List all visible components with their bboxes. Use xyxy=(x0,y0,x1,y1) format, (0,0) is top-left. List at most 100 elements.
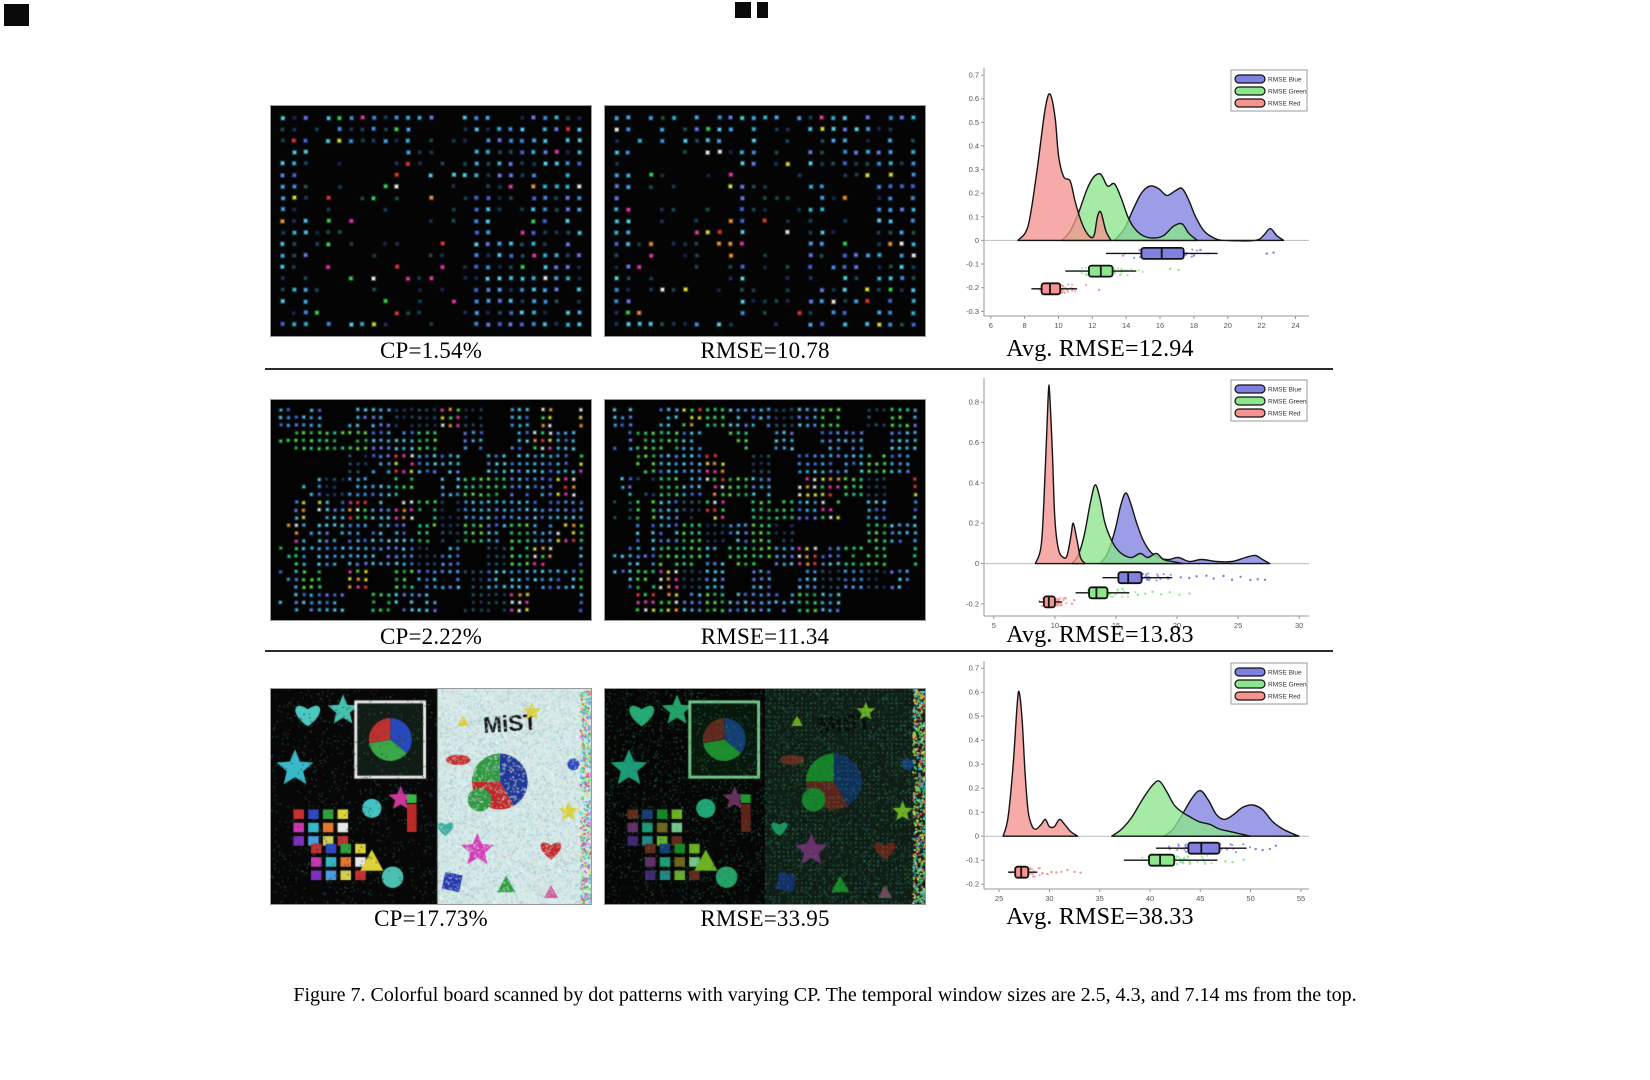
svg-text:55: 55 xyxy=(1297,894,1305,903)
svg-text:RMSE Red: RMSE Red xyxy=(1268,411,1301,418)
svg-text:0.2: 0.2 xyxy=(969,189,979,198)
svg-text:0.1: 0.1 xyxy=(969,808,979,817)
svg-text:-0.1: -0.1 xyxy=(966,260,979,269)
svg-text:0.5: 0.5 xyxy=(969,712,979,721)
avg-rmse-label-row2: Avg. RMSE=13.83 xyxy=(1006,622,1194,648)
dot-pattern-canvas xyxy=(271,106,591,336)
svg-text:22: 22 xyxy=(1257,321,1265,330)
raincloud-chart-row3: 0.7 0.6 0.5 0.4 0.3 0.2 0.1 0 -0.1 -0.2 25 30 35 40 45… xyxy=(950,655,1315,907)
crop-artifact xyxy=(757,2,768,18)
density-rmse-red xyxy=(1017,93,1112,242)
scan-image-row2-middle xyxy=(604,399,926,621)
row-separator xyxy=(265,368,1333,370)
board-canvas xyxy=(605,689,925,904)
board-photo-row3-middle xyxy=(604,688,926,905)
svg-text:RMSE Green: RMSE Green xyxy=(1268,89,1307,96)
board-canvas xyxy=(271,689,591,904)
svg-text:12: 12 xyxy=(1088,321,1096,330)
svg-text:RMSE Green: RMSE Green xyxy=(1268,682,1307,689)
svg-text:16: 16 xyxy=(1156,321,1164,330)
rmse-label-row1: RMSE=10.78 xyxy=(700,338,830,363)
svg-text:0.3: 0.3 xyxy=(969,760,979,769)
svg-text:35: 35 xyxy=(1096,894,1104,903)
density-rmse-red xyxy=(1002,690,1079,837)
dot-pattern-canvas xyxy=(605,400,925,620)
avg-rmse-label-row3: Avg. RMSE=38.33 xyxy=(1006,904,1194,930)
svg-text:20: 20 xyxy=(1224,321,1232,330)
svg-text:0.1: 0.1 xyxy=(969,212,979,221)
svg-text:14: 14 xyxy=(1122,321,1130,330)
boxplot-rmse-blue xyxy=(1102,571,1267,585)
raincloud-chart-row1: 0.7 0.6 0.5 0.4 0.3 0.2 0.1 0 -0.1 -0.2 -0.3 6 8 10 12… xyxy=(950,62,1315,334)
cp-label-row3: CP=17.73% xyxy=(374,906,488,931)
boxplot-rmse-red xyxy=(1038,595,1076,609)
density-rmse-green xyxy=(1111,780,1252,837)
svg-text:RMSE Red: RMSE Red xyxy=(1268,101,1301,108)
boxplot-rmse-blue xyxy=(1156,841,1277,855)
scan-image-row1-left xyxy=(270,105,592,337)
legend: RMSE Blue RMSE Green RMSE Red xyxy=(1230,69,1308,112)
svg-text:RMSE Blue: RMSE Blue xyxy=(1268,77,1302,84)
svg-text:-0.2: -0.2 xyxy=(966,880,979,889)
scan-image-row2-left xyxy=(270,399,592,621)
svg-text:0.8: 0.8 xyxy=(969,398,979,407)
svg-text:24: 24 xyxy=(1291,321,1299,330)
svg-text:0.4: 0.4 xyxy=(969,141,979,150)
svg-text:RMSE Blue: RMSE Blue xyxy=(1268,670,1302,677)
density-rmse-green xyxy=(1071,484,1184,565)
crop-artifact xyxy=(4,4,29,26)
boxplot-rmse-red xyxy=(1008,865,1082,879)
svg-text:6: 6 xyxy=(989,321,993,330)
svg-text:0.5: 0.5 xyxy=(969,118,979,127)
svg-text:50: 50 xyxy=(1246,894,1254,903)
svg-text:40: 40 xyxy=(1146,894,1154,903)
boxplot-rmse-green xyxy=(1075,586,1191,600)
svg-text:-0.2: -0.2 xyxy=(966,599,979,608)
svg-text:0: 0 xyxy=(975,236,979,245)
svg-text:30: 30 xyxy=(1295,621,1303,630)
svg-text:30: 30 xyxy=(1045,894,1053,903)
svg-text:RMSE Blue: RMSE Blue xyxy=(1268,387,1302,394)
svg-text:45: 45 xyxy=(1196,894,1204,903)
svg-text:RMSE Green: RMSE Green xyxy=(1268,399,1307,406)
density-rmse-red xyxy=(1034,384,1087,565)
cp-label-row2: CP=2.22% xyxy=(379,624,483,649)
boxplot-rmse-blue xyxy=(1105,246,1275,260)
board-photo-row3-left xyxy=(270,688,592,905)
row-separator xyxy=(265,650,1333,652)
svg-text:18: 18 xyxy=(1190,321,1198,330)
svg-text:0.6: 0.6 xyxy=(969,94,979,103)
density-rmse-blue xyxy=(1099,492,1271,565)
scan-image-row1-middle xyxy=(604,105,926,337)
rmse-label-row3: RMSE=33.95 xyxy=(700,906,830,931)
svg-text:-0.3: -0.3 xyxy=(966,307,979,316)
svg-text:0: 0 xyxy=(975,832,979,841)
svg-text:-0.2: -0.2 xyxy=(966,283,979,292)
boxplot-rmse-green xyxy=(1065,264,1180,278)
cp-label-row1: CP=1.54% xyxy=(379,338,483,363)
svg-text:8: 8 xyxy=(1023,321,1027,330)
svg-text:0.2: 0.2 xyxy=(969,784,979,793)
svg-text:0.4: 0.4 xyxy=(969,478,979,487)
boxplot-rmse-red xyxy=(1031,282,1101,296)
figure-caption: Figure 7. Colorful board scanned by dot … xyxy=(293,984,1357,1006)
svg-text:15: 15 xyxy=(1112,621,1120,630)
boxplot-rmse-green xyxy=(1123,853,1245,867)
dot-pattern-canvas xyxy=(605,106,925,336)
svg-text:-0.1: -0.1 xyxy=(966,856,979,865)
svg-text:0.6: 0.6 xyxy=(969,438,979,447)
svg-text:0.4: 0.4 xyxy=(969,736,979,745)
svg-text:0.2: 0.2 xyxy=(969,519,979,528)
svg-text:20: 20 xyxy=(1173,621,1181,630)
density-rmse-blue xyxy=(1113,185,1285,242)
svg-text:25: 25 xyxy=(995,894,1003,903)
svg-text:0.7: 0.7 xyxy=(969,664,979,673)
svg-text:0.6: 0.6 xyxy=(969,688,979,697)
svg-text:RMSE Red: RMSE Red xyxy=(1268,694,1301,701)
svg-text:0.7: 0.7 xyxy=(969,71,979,80)
svg-text:0: 0 xyxy=(975,559,979,568)
svg-text:0.3: 0.3 xyxy=(969,165,979,174)
legend: RMSE Blue RMSE Green RMSE Red xyxy=(1230,662,1308,705)
rmse-label-row2: RMSE=11.34 xyxy=(700,624,830,649)
